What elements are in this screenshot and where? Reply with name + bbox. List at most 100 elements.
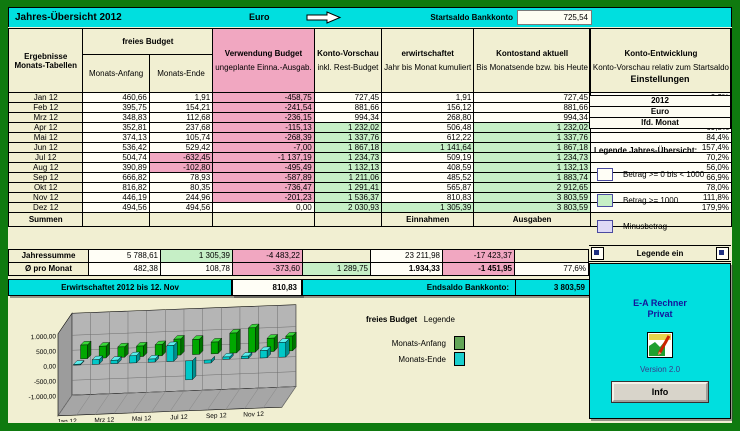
- cell-vorschau: 1 234,73: [313, 152, 383, 163]
- next-arrow-icon[interactable]: [306, 11, 342, 24]
- month-row: Sep 12 666,82 78,93 -587,89 1 211,06 485,52 1 …: [7, 172, 733, 183]
- cell-erwirtschaftet: 1 141,64: [381, 142, 475, 153]
- chart-y-tick-label: -1.000,00: [29, 393, 57, 401]
- cell-erwirtschaftet: 408,59: [381, 162, 475, 173]
- header-verwendung: Verwendung Budget ungeplante Einna.-Ausga…: [212, 28, 315, 93]
- title-bar: Jahres-Übersicht 2012 Euro Startsaldo Ba…: [8, 7, 732, 28]
- summen-label: Summen: [7, 212, 84, 227]
- cell-anfang: 395,75: [82, 102, 150, 113]
- month-label: Jan 12: [7, 92, 84, 103]
- month-label: Mai 12: [7, 132, 84, 143]
- totals-label: Jahressumme: [8, 249, 89, 263]
- chart-legend-item: Monats-Anfang: [338, 336, 508, 350]
- chart-y-tick-label: 500,00: [36, 348, 56, 356]
- cell-ungeplant: -4 483,22: [232, 249, 303, 263]
- cell-ungeplant: -495,49: [212, 162, 315, 173]
- legend-item: Minusbetrag: [597, 220, 731, 233]
- cell-ende: 1 305,39: [160, 249, 233, 263]
- cell-ungeplant: -241,54: [212, 102, 315, 113]
- cell-ausgaben: -17 423,37: [442, 249, 515, 263]
- about-box: E-A Rechner Privat Version 2.0 Info: [589, 263, 731, 419]
- cell-kontostand: 881,66: [473, 102, 591, 113]
- month-label: Dez 12: [7, 202, 84, 213]
- cell-erwirtschaftet: 485,52: [381, 172, 475, 183]
- cell-erwirtschaftet: 565,87: [381, 182, 475, 193]
- chart-x-tick-label: Mrz 12: [94, 417, 114, 422]
- budget-bar-chart: 1.000,00 500,00 0,00 -500,00 -1.000,00 Jan 12…: [29, 304, 297, 422]
- cell-vorschau: 1 289,75: [302, 262, 371, 276]
- cell-kontostand: 1 867,18: [473, 142, 591, 153]
- cell-ungeplant: -1 137,19: [212, 152, 315, 163]
- chart-legend-label: Monats-Ende: [398, 354, 446, 364]
- cell-ungeplant: -201,23: [212, 192, 315, 203]
- setting-currency[interactable]: Euro: [589, 107, 731, 118]
- cell-kontostand: 1 883,74: [473, 172, 591, 183]
- cell-anfang: 5 788,61: [88, 249, 161, 263]
- cell-ende: 494,56: [148, 202, 214, 213]
- cell-ende: 112,68: [148, 112, 214, 123]
- cell-erwirtschaftet: 268,80: [381, 112, 475, 123]
- chart-y-tick-label: -500,00: [34, 378, 56, 386]
- chart-x-tick-label: Nov 12: [243, 411, 264, 419]
- version-label: Version 2.0: [639, 365, 681, 374]
- cell-kontostand: 1 234,73: [473, 152, 591, 163]
- cell-erwirtschaftet: 810,83: [381, 192, 475, 203]
- cell-vorschau: 1 337,76: [313, 132, 383, 143]
- legend-swatch: [597, 168, 613, 181]
- ausgaben-header: Ausgaben: [473, 212, 591, 227]
- info-button[interactable]: Info: [611, 381, 709, 403]
- chart-legend-title: freies Budget Legende: [366, 315, 455, 324]
- empty-cell: [82, 212, 150, 227]
- empty-cell: [589, 212, 733, 227]
- setting-year[interactable]: 2012: [589, 96, 731, 107]
- month-label: Mrz 12: [7, 112, 84, 123]
- month-label: Aug 12: [7, 162, 84, 173]
- chart-x-tick-label: Sep 12: [206, 412, 227, 420]
- erwirtschaftet-summary-label: Erwirtschaftet 2012 bis 12. Nov: [8, 279, 232, 296]
- cell-kontostand: 3 803,59: [473, 192, 591, 203]
- month-label: Feb 12: [7, 102, 84, 113]
- cell-ungeplant: 0,00: [212, 202, 315, 213]
- startsaldo-label: Startsaldo Bankkonto: [430, 13, 513, 22]
- legend-item-label: Betrag >= 0 bis < 1000: [623, 170, 705, 179]
- chart-legend-swatch: [454, 336, 465, 350]
- settings-panel: Einstellungen 2012 Euro lfd. Monat Legen…: [589, 28, 731, 419]
- cell-vorschau: 2 030,93: [313, 202, 383, 213]
- cell-kontostand: 1 337,76: [473, 132, 591, 143]
- month-label: Jun 12: [7, 142, 84, 153]
- header-vorschau: Konto-Vorschau inkl. Rest-Budget: [313, 28, 383, 93]
- cell-erwirtschaftet: 1 305,39: [381, 202, 475, 213]
- cell-vorschau: 1 867,18: [313, 142, 383, 153]
- summen-row: Summen Einnahmen Ausgaben: [7, 212, 733, 227]
- legend-toggle-left-icon[interactable]: [591, 247, 604, 260]
- cell-anfang: 666,82: [82, 172, 150, 183]
- summary-strip: Erwirtschaftet 2012 bis 12. Nov 810,83 E…: [8, 279, 590, 296]
- cell-ungeplant: -7,00: [212, 142, 315, 153]
- cell-einnahmen: 1.934,33: [370, 262, 443, 276]
- cell-ausgaben: -1 451,95: [442, 262, 515, 276]
- cell-anfang: 816,82: [82, 182, 150, 193]
- erwirtschaftet-summary-value: 810,83: [232, 279, 302, 296]
- month-label: Jul 12: [7, 152, 84, 163]
- month-label: Okt 12: [7, 182, 84, 193]
- empty-cell: [148, 212, 214, 227]
- month-row: Okt 12 816,82 80,35 -736,47 1 291,41 565,87 2 …: [7, 182, 733, 193]
- cell-erwirtschaftet: 509,19: [381, 152, 475, 163]
- cell-ende: -102,80: [148, 162, 214, 173]
- cell-vorschau: 1 132,13: [313, 162, 383, 173]
- startsaldo-value-cell[interactable]: 725,54: [517, 10, 592, 25]
- setting-month-mode[interactable]: lfd. Monat: [589, 118, 731, 129]
- legend-title: Legende Jahres-Übersicht:: [594, 146, 698, 155]
- chart-x-tick-label: Jan 12: [57, 418, 77, 422]
- legend-toggle-row: Legende ein: [589, 245, 731, 262]
- currency-label: Euro: [249, 12, 270, 22]
- endsaldo-label: Endsaldo Bankkonto:: [302, 279, 515, 296]
- legend-toggle-right-icon[interactable]: [716, 247, 729, 260]
- einnahmen-header: Einnahmen: [381, 212, 475, 227]
- cell-erwirtschaftet: 156,12: [381, 102, 475, 113]
- cell-erwirtschaftet: 1,91: [381, 92, 475, 103]
- cell-entwicklung: 77,6%: [514, 262, 589, 276]
- cell-ungeplant: -268,39: [212, 132, 315, 143]
- header-monats-ende: Monats-Ende: [148, 54, 214, 93]
